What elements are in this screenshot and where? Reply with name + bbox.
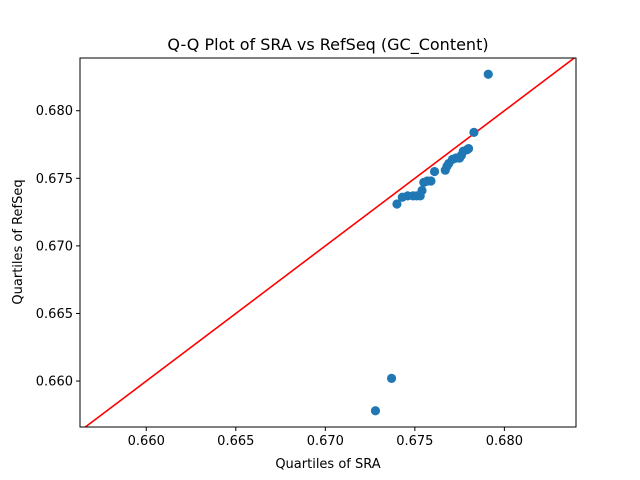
axes-frame [79, 57, 577, 428]
y-tick-label: 0.660 [36, 375, 73, 390]
y-tick-label: 0.670 [36, 239, 73, 254]
x-tick-label: 0.665 [217, 434, 254, 449]
x-tick-label: 0.680 [486, 434, 523, 449]
data-point [469, 127, 479, 137]
scatter-points [370, 69, 493, 416]
data-point [483, 69, 493, 79]
y-axis-label: Quartiles of RefSeq [11, 179, 26, 304]
data-point [426, 176, 436, 186]
chart-title: Q-Q Plot of SRA vs RefSeq (GC_Content) [167, 35, 488, 55]
data-point [463, 143, 474, 154]
y-tick-label: 0.680 [36, 104, 73, 119]
reference-line [84, 58, 576, 427]
data-point [370, 406, 381, 416]
data-point [392, 199, 402, 209]
plot-area: 0.660 0.665 0.670 0.675 0.680 0.660 0.665 0.67… [36, 57, 577, 449]
reference-line-group [84, 58, 576, 427]
y-tick-label: 0.665 [36, 307, 73, 322]
x-axis-label: Quartiles of SRA [275, 457, 380, 472]
y-tick-label: 0.675 [36, 172, 73, 187]
x-tick-label: 0.675 [396, 434, 433, 449]
data-point [429, 166, 440, 177]
data-point [386, 373, 397, 383]
data-point [417, 185, 427, 196]
x-tick-label: 0.660 [128, 434, 165, 449]
x-tick-label: 0.670 [307, 434, 344, 449]
x-axis-ticks: 0.660 0.665 0.670 0.675 0.680 [128, 427, 523, 449]
y-axis-ticks: 0.660 0.665 0.670 0.675 0.680 [36, 104, 80, 390]
